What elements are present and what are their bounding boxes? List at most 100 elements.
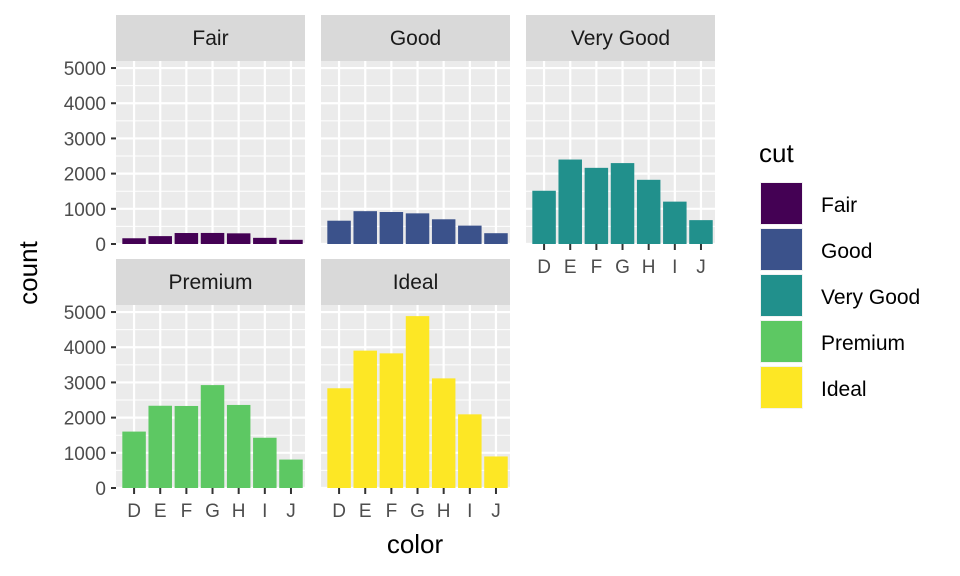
strip-label-very-good: Very Good [571,27,670,50]
panel-very-good: Very Good D E F G H I J [526,15,715,278]
bar-fair-H [226,233,251,244]
legend-label-ideal: Ideal [821,378,867,401]
x-tick-label-J: J [491,501,501,522]
bar-premium-E [148,405,172,488]
x-tick-label-F: F [181,501,193,522]
legend-label-good: Good [821,240,872,263]
x-tick-label-H: H [232,501,246,522]
y-tick-label: 3000 [64,373,106,394]
legend-label-fair: Fair [821,194,857,217]
bar-fair-E [148,236,172,244]
panel-fair: Fair 0 1000 2000 3000 4000 5000 [64,15,305,256]
legend-label-very-good: Very Good [821,286,920,309]
legend-label-premium: Premium [821,332,905,355]
bar-premium-F [174,405,199,488]
y-tick-label: 0 [95,235,106,256]
bar-very-good-F [584,167,609,244]
x-tick-label-I: I [672,257,677,278]
x-tick-label-H: H [642,257,656,278]
bar-ideal-E [353,350,377,488]
bar-very-good-I [663,201,687,244]
y-tick-label: 0 [95,479,106,500]
bar-ideal-D [327,388,351,488]
strip-very-good [526,15,715,61]
x-tick-label-D: D [127,501,141,522]
x-tick-label-D: D [332,501,346,522]
x-tick-label-D: D [537,257,551,278]
x-tick-label-G: G [410,501,425,522]
panel-ideal: Ideal D E F G H I J [321,259,510,522]
bar-ideal-I [458,414,482,488]
bar-good-J [484,233,508,244]
bar-premium-H [226,404,251,488]
bar-very-good-E [558,159,582,244]
y-tick-label: 4000 [64,94,106,115]
x-tick-label-E: E [154,501,167,522]
strip-fair [116,15,305,61]
strip-premium [116,259,305,305]
bar-very-good-G [610,163,635,244]
legend-key-premium [761,321,802,362]
x-tick-label-I: I [467,501,472,522]
strip-label-good: Good [390,27,441,50]
legend-key-ideal [761,367,802,408]
strip-label-premium: Premium [168,271,252,294]
bar-fair-F [174,233,199,244]
x-tick-label-J: J [286,501,296,522]
bar-ideal-G [405,316,430,488]
x-tick-label-F: F [386,501,398,522]
bar-premium-G [200,385,225,488]
x-tick-label-E: E [359,501,372,522]
strip-label-ideal: Ideal [393,271,439,294]
x-tick-label-I: I [262,501,267,522]
x-tick-label-G: G [615,257,630,278]
legend-key-fair [761,183,802,224]
bar-ideal-F [379,353,404,488]
bar-good-H [431,219,456,244]
x-tick-label-F: F [591,257,603,278]
y-tick-label: 2000 [64,165,106,186]
y-tick-label: 5000 [64,59,106,80]
legend: cut Fair Good Very Good Premium Ideal [759,138,920,409]
bar-good-D [327,220,351,244]
bar-fair-J [279,239,303,244]
strip-label-fair: Fair [192,27,228,50]
bar-very-good-D [532,190,556,244]
y-tick-label: 1000 [64,200,106,221]
bar-premium-J [279,459,303,488]
y-tick-label: 5000 [64,303,106,324]
bar-good-E [353,211,377,244]
legend-key-good [761,229,802,270]
y-tick-label: 4000 [64,338,106,359]
x-tick-label-H: H [437,501,451,522]
bar-good-I [458,225,482,244]
x-tick-label-E: E [564,257,577,278]
bar-good-G [405,213,430,244]
x-axis-title: color [387,529,444,559]
legend-key-very-good [761,275,802,316]
x-tick-label-J: J [696,257,706,278]
bar-ideal-J [484,456,508,488]
bar-very-good-H [636,179,661,244]
strip-ideal [321,259,510,305]
y-tick-label: 1000 [64,444,106,465]
bar-fair-D [122,238,146,244]
bar-very-good-J [689,220,713,244]
bar-ideal-H [431,378,456,488]
y-tick-label: 3000 [64,129,106,150]
bar-fair-G [200,232,225,244]
bar-fair-I [253,237,277,244]
panel-background [116,61,305,244]
x-tick-label-G: G [205,501,220,522]
bar-good-F [379,212,404,244]
bar-premium-I [253,437,277,488]
strip-good [321,15,510,61]
panel-good: Good [321,15,510,246]
legend-title: cut [759,138,794,168]
y-axis-title: count [13,240,43,304]
panel-premium: Premium 0 1000 2000 3000 4000 5000 D E F G H I J [64,259,305,522]
bar-premium-D [122,431,146,488]
y-tick-label: 2000 [64,409,106,430]
